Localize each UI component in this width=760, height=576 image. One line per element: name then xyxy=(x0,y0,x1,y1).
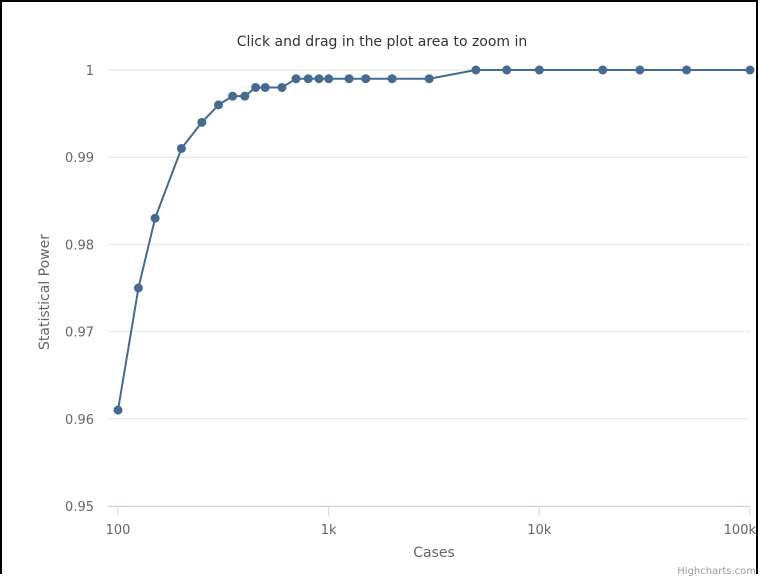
data-point[interactable] xyxy=(598,65,608,75)
x-tick-label: 100k xyxy=(724,523,757,538)
data-point[interactable] xyxy=(534,65,544,75)
series-layer[interactable] xyxy=(113,65,755,415)
chart-title: Click and drag in the plot area to zoom … xyxy=(237,34,528,50)
data-point[interactable] xyxy=(133,283,143,293)
data-point[interactable] xyxy=(682,65,692,75)
data-point[interactable] xyxy=(260,82,270,92)
data-point[interactable] xyxy=(502,65,512,75)
data-point[interactable] xyxy=(471,65,481,75)
x-tick-label: 10k xyxy=(527,523,552,538)
axis-layer: 0.95 0.96 0.97 0.98 0.99 1 100 1k 10k 100k xyxy=(65,64,756,538)
data-point[interactable] xyxy=(240,91,250,101)
grid-layer xyxy=(108,69,750,507)
data-point[interactable] xyxy=(324,74,334,84)
y-tick-label: 1 xyxy=(86,64,94,79)
y-tick-label: 0.98 xyxy=(65,238,94,253)
data-point[interactable] xyxy=(176,143,186,153)
data-point[interactable] xyxy=(277,82,287,92)
series-line[interactable] xyxy=(117,69,751,412)
data-point[interactable] xyxy=(303,74,313,84)
y-tick-label: 0.99 xyxy=(65,151,94,166)
y-tick-label: 0.96 xyxy=(65,413,94,428)
data-point[interactable] xyxy=(251,82,261,92)
label-layer: Click and drag in the plot area to zoom … xyxy=(37,34,756,576)
data-point[interactable] xyxy=(228,91,238,101)
x-tick-label: 100 xyxy=(106,523,131,538)
x-tick-label: 1k xyxy=(321,523,337,538)
data-point[interactable] xyxy=(113,405,123,415)
data-point[interactable] xyxy=(745,65,755,75)
y-tick-label: 0.95 xyxy=(65,500,94,515)
data-point[interactable] xyxy=(314,74,324,84)
credits-link[interactable]: Highcharts.com xyxy=(677,566,756,576)
y-tick-label: 0.97 xyxy=(65,326,94,341)
data-point[interactable] xyxy=(361,74,371,84)
data-point[interactable] xyxy=(387,74,397,84)
data-point[interactable] xyxy=(291,74,301,84)
data-point[interactable] xyxy=(214,100,224,110)
data-point[interactable] xyxy=(344,74,354,84)
x-axis-title: Cases xyxy=(413,545,455,561)
data-point[interactable] xyxy=(150,213,160,223)
y-axis-title: Statistical Power xyxy=(37,234,53,350)
data-point[interactable] xyxy=(424,74,434,84)
data-point[interactable] xyxy=(197,117,207,127)
data-point[interactable] xyxy=(635,65,645,75)
